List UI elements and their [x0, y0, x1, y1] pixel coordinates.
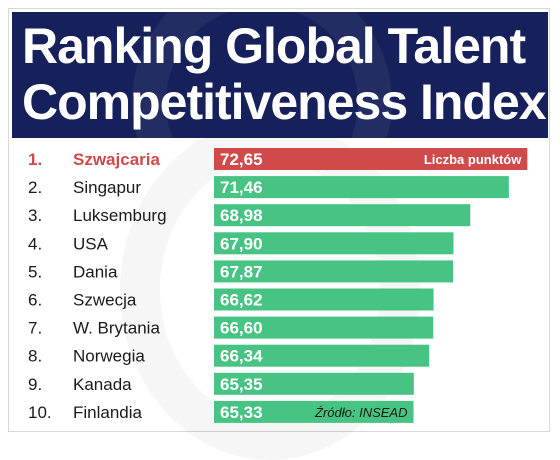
bar: [214, 288, 434, 311]
rank-label: 2.: [28, 178, 42, 197]
title-line-1: Ranking Global Talent: [22, 18, 526, 74]
bar: [214, 400, 414, 423]
country-label: Szwecja: [73, 291, 137, 310]
source-label: Źródło: INSEAD: [314, 405, 407, 420]
value-label: 66,60: [220, 319, 263, 338]
country-label: Singapur: [73, 178, 141, 197]
chart-header: Ranking Global Talent Competitiveness In…: [12, 12, 548, 138]
chart-row: 4. USA 67,90: [28, 232, 454, 255]
chart-row: 8. Norwegia 66,34: [28, 344, 430, 367]
country-label: W. Brytania: [73, 319, 160, 338]
value-label: 66,34: [220, 347, 263, 366]
legend-label: Liczba punktów: [424, 152, 522, 167]
chart-row: 5. Dania 67,87: [28, 260, 454, 283]
country-label: Norwegia: [73, 347, 145, 366]
chart-row: 3. Luksemburg 68,98: [28, 204, 471, 227]
value-label: 72,65: [220, 150, 263, 169]
rank-label: 7.: [28, 319, 42, 338]
country-label: Szwajcaria: [73, 150, 160, 169]
chart-row: 7. W. Brytania 66,60: [28, 316, 434, 339]
chart-row: 9. Kanada 65,35: [28, 372, 414, 395]
rank-label: 10.: [28, 403, 52, 422]
chart-row: 6. Szwecja 66,62: [28, 288, 434, 311]
rank-label: 5.: [28, 262, 42, 281]
chart-row: 1. Szwajcaria 72,65 Liczba punktów: [28, 148, 528, 170]
country-label: Kanada: [73, 375, 132, 394]
bar: [214, 316, 434, 339]
value-label: 65,35: [220, 375, 263, 394]
value-label: 71,46: [220, 178, 263, 197]
chart-title: Ranking Global Talent Competitiveness In…: [22, 18, 547, 130]
rank-label: 4.: [28, 234, 42, 253]
country-label: Luksemburg: [73, 206, 167, 225]
country-label: Dania: [73, 262, 118, 281]
rank-label: 3.: [28, 206, 42, 225]
bar: [214, 372, 414, 395]
rank-label: 1.: [28, 150, 42, 169]
value-label: 67,87: [220, 262, 263, 281]
bar: [214, 260, 454, 283]
chart-row: 2. Singapur 71,46: [28, 176, 509, 199]
country-label: USA: [73, 234, 109, 253]
chart-row: 10. Finlandia 65,33 Źródło: INSEAD: [28, 400, 414, 423]
value-label: 68,98: [220, 206, 263, 225]
bar: [214, 148, 528, 170]
value-label: 66,62: [220, 291, 263, 310]
rank-label: 6.: [28, 291, 42, 310]
ranking-bar-chart: 1. Szwajcaria 72,65 Liczba punktów 2. Singapu…: [28, 148, 528, 423]
rank-label: 8.: [28, 347, 42, 366]
title-line-2: Competitiveness Index: [22, 74, 547, 130]
value-label: 65,33: [220, 403, 263, 422]
rank-label: 9.: [28, 375, 42, 394]
bar: [214, 232, 454, 255]
bar: [214, 204, 471, 227]
bar: [214, 176, 509, 199]
value-label: 67,90: [220, 234, 263, 253]
country-label: Finlandia: [73, 403, 143, 422]
bar: [214, 344, 430, 367]
